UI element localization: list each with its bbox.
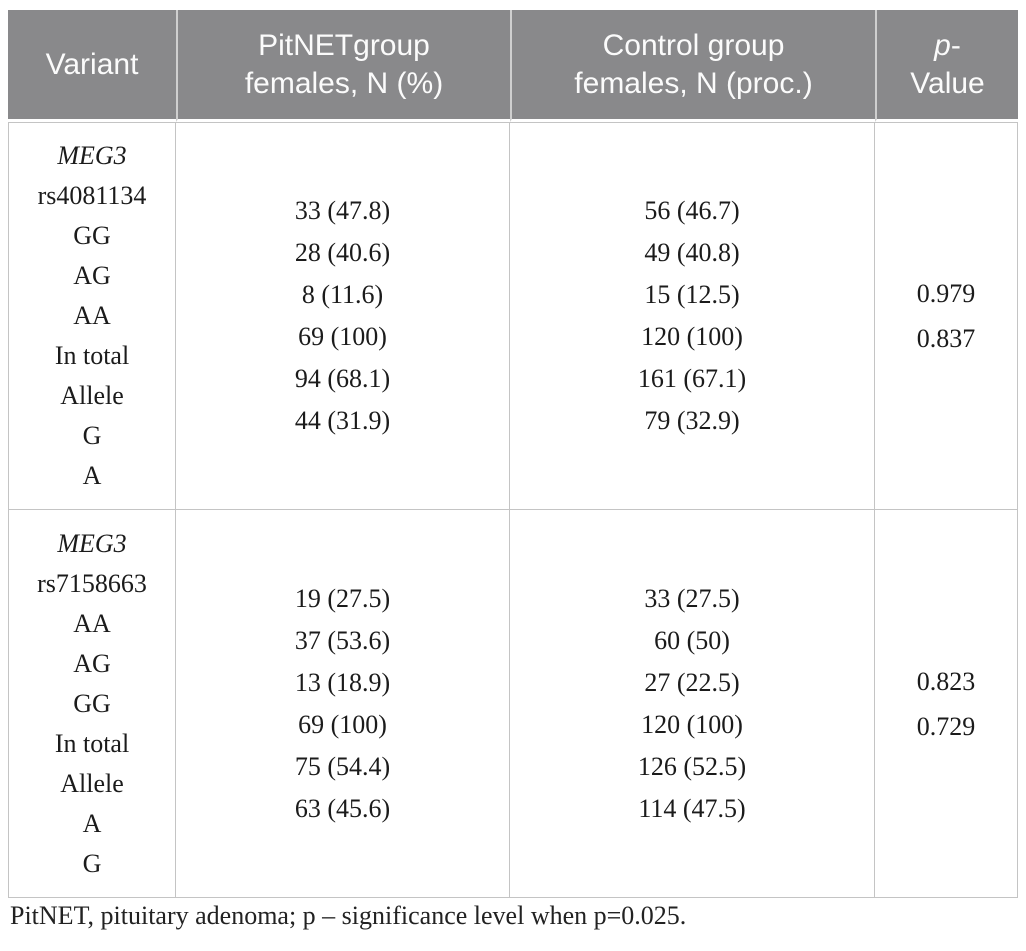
cell-value: 75 (54.4) (294, 751, 391, 781)
cell-value: 27 (22.5) (644, 667, 740, 697)
table-row-rs4081134: MEG3 rs4081134 GG AG AA In total Allele … (8, 122, 1018, 510)
control-cell: 33 (27.5) 60 (50) 27 (22.5) 120 (100) 12… (510, 510, 875, 898)
variant-line: In total (54, 728, 130, 758)
cell-value: 94 (68.1) (294, 364, 391, 393)
table-row-rs7158663: MEG3 rs7158663 AA AG GG In total Allele … (8, 510, 1018, 898)
header-pitnet-line2: females, N (%) (244, 66, 444, 100)
genotype-frequency-table: Variant PitNETgroup females, N (%) Contr… (8, 10, 1018, 898)
cell-value: 69 (100) (298, 709, 387, 739)
variant-line: In total (54, 341, 130, 370)
variant-line: A (82, 808, 102, 838)
p-value: 0.823 (916, 666, 976, 696)
cell-value: 33 (27.5) (644, 583, 740, 613)
variant-cell: MEG3 rs4081134 GG AG AA In total Allele … (8, 122, 176, 510)
cell-value: 13 (18.9) (294, 667, 391, 697)
variant-line: G (82, 848, 102, 878)
p-value: 0.979 (916, 279, 976, 308)
cell-value: 15 (12.5) (644, 280, 740, 309)
p-value: 0.837 (916, 324, 976, 353)
cell-value: 19 (27.5) (294, 583, 391, 613)
p-value: 0.729 (916, 711, 976, 741)
header-p-dash: - (950, 28, 961, 62)
variant-cell: MEG3 rs7158663 AA AG GG In total Allele … (8, 510, 176, 898)
header-variant: Variant (8, 10, 176, 122)
header-row: Variant PitNETgroup females, N (%) Contr… (8, 10, 1018, 122)
cell-value: 49 (40.8) (644, 238, 740, 267)
variant-line: A (82, 461, 102, 490)
header-pitnet-group: PitNETgroup females, N (%) (176, 10, 510, 122)
cell-value: 79 (32.9) (644, 406, 740, 435)
cell-value: 60 (50) (654, 625, 730, 655)
gene-name: MEG3 (57, 141, 127, 170)
pitnet-cell: 33 (47.8) 28 (40.6) 8 (11.6) 69 (100) 94… (176, 122, 510, 510)
p-value-cell: 0.823 0.729 (875, 510, 1018, 898)
variant-line: AG (73, 648, 111, 678)
variant-line: AA (73, 608, 111, 638)
cell-value: 28 (40.6) (294, 238, 391, 267)
variant-line: AA (73, 301, 111, 330)
cell-value: 56 (46.7) (644, 196, 740, 225)
header-control-line2: females, N (proc.) (574, 66, 813, 100)
variant-line: rs4081134 (37, 181, 147, 210)
header-control-group: Control group females, N (proc.) (510, 10, 875, 122)
variant-line: Allele (60, 768, 124, 798)
header-variant-label: Variant (45, 47, 139, 81)
header-p-value: p- Value (875, 10, 1018, 122)
variant-line: GG (73, 688, 111, 718)
cell-value: 37 (53.6) (294, 625, 391, 655)
variant-line: AG (73, 261, 111, 290)
cell-value: 33 (47.8) (294, 196, 391, 225)
table-footnote: PitNET, pituitary adenoma; p – significa… (10, 901, 687, 930)
header-control-line1: Control group (602, 28, 785, 62)
cell-value: 120 (100) (641, 322, 743, 351)
gene-name: MEG3 (57, 528, 127, 558)
cell-value: 8 (11.6) (301, 280, 384, 309)
cell-value: 126 (52.5) (637, 751, 747, 781)
cell-value: 44 (31.9) (294, 406, 391, 435)
variant-line: rs7158663 (37, 568, 147, 598)
control-cell: 56 (46.7) 49 (40.8) 15 (12.5) 120 (100) … (510, 122, 875, 510)
cell-value: 63 (45.6) (294, 793, 391, 823)
cell-value: 69 (100) (298, 322, 387, 351)
p-value-cell: 0.979 0.837 (875, 122, 1018, 510)
pitnet-cell: 19 (27.5) 37 (53.6) 13 (18.9) 69 (100) 7… (176, 510, 510, 898)
header-p-line2: Value (910, 66, 985, 100)
variant-line: Allele (60, 381, 124, 410)
variant-line: GG (73, 221, 111, 250)
cell-value: 114 (47.5) (638, 793, 746, 823)
cell-value: 120 (100) (641, 709, 743, 739)
header-p-italic: p (934, 28, 951, 62)
cell-value: 161 (67.1) (637, 364, 747, 393)
variant-line: G (82, 421, 102, 450)
header-pitnet-line1: PitNETgroup (258, 28, 430, 62)
